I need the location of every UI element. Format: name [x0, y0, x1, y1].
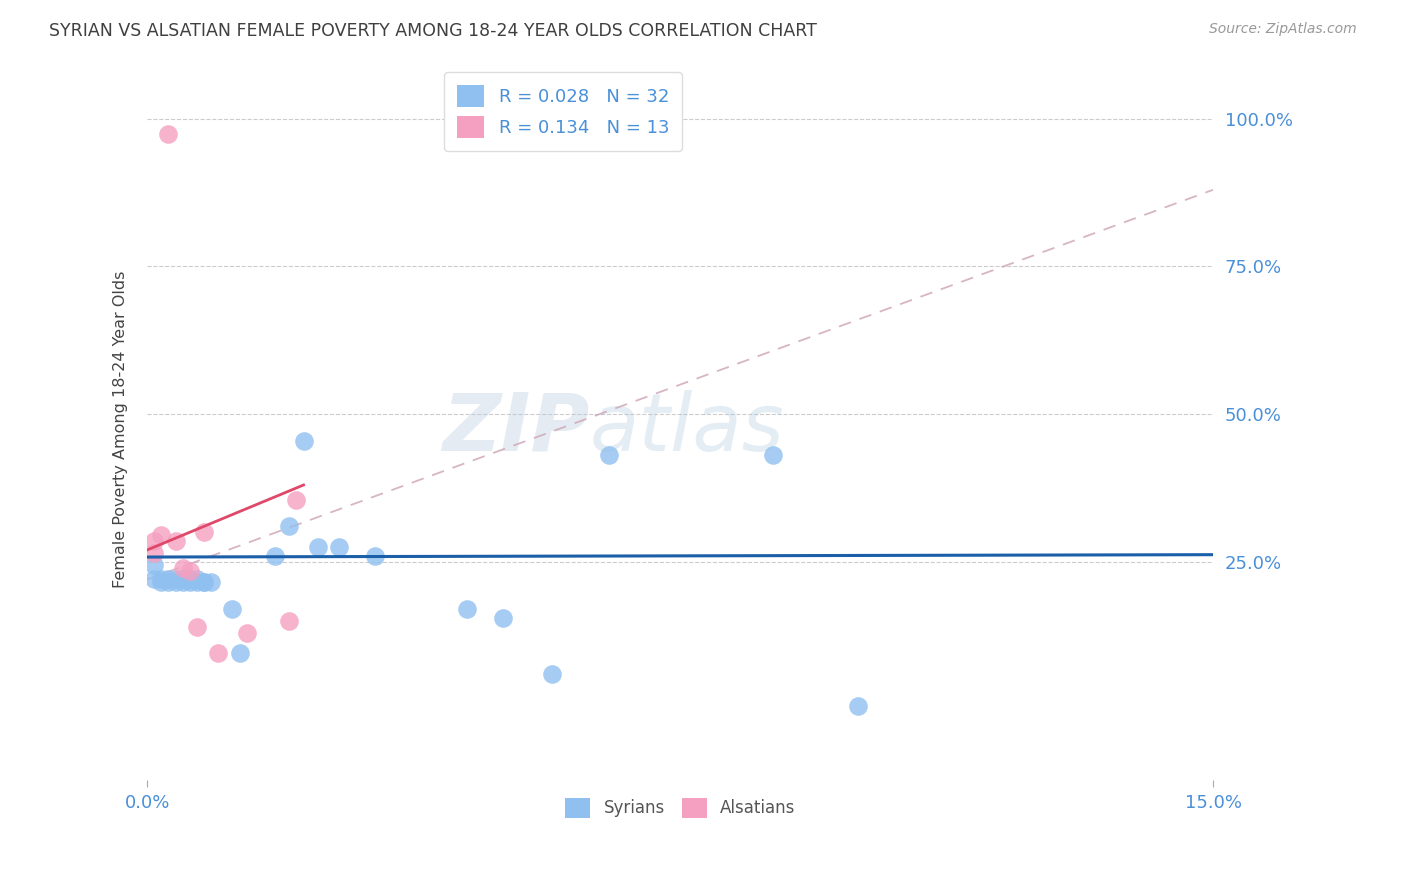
- Point: [307, 540, 329, 554]
- Point: [157, 575, 180, 590]
- Point: [157, 573, 180, 587]
- Point: [762, 449, 785, 463]
- Point: [150, 573, 173, 587]
- Point: [193, 525, 215, 540]
- Point: [186, 573, 208, 587]
- Point: [186, 620, 208, 634]
- Point: [200, 575, 222, 590]
- Point: [193, 575, 215, 590]
- Text: Source: ZipAtlas.com: Source: ZipAtlas.com: [1209, 22, 1357, 37]
- Point: [179, 573, 201, 587]
- Point: [165, 573, 187, 587]
- Text: SYRIAN VS ALSATIAN FEMALE POVERTY AMONG 18-24 YEAR OLDS CORRELATION CHART: SYRIAN VS ALSATIAN FEMALE POVERTY AMONG …: [49, 22, 817, 40]
- Point: [143, 573, 166, 587]
- Point: [165, 534, 187, 549]
- Point: [157, 127, 180, 141]
- Point: [165, 575, 187, 590]
- Legend: Syrians, Alsatians: Syrians, Alsatians: [558, 791, 801, 825]
- Point: [221, 602, 243, 616]
- Point: [143, 546, 166, 560]
- Point: [150, 528, 173, 542]
- Point: [264, 549, 287, 563]
- Point: [456, 602, 478, 616]
- Point: [491, 611, 513, 625]
- Y-axis label: Female Poverty Among 18-24 Year Olds: Female Poverty Among 18-24 Year Olds: [114, 270, 128, 588]
- Point: [143, 558, 166, 572]
- Point: [172, 573, 194, 587]
- Point: [846, 699, 869, 714]
- Point: [228, 646, 250, 660]
- Point: [150, 575, 173, 590]
- Point: [278, 519, 301, 533]
- Point: [292, 434, 315, 448]
- Point: [278, 614, 301, 628]
- Point: [541, 667, 564, 681]
- Point: [598, 449, 620, 463]
- Point: [193, 575, 215, 590]
- Point: [179, 575, 201, 590]
- Point: [179, 564, 201, 578]
- Point: [143, 534, 166, 549]
- Text: ZIP: ZIP: [443, 390, 589, 468]
- Point: [328, 540, 350, 554]
- Point: [235, 625, 257, 640]
- Point: [186, 575, 208, 590]
- Point: [172, 560, 194, 574]
- Text: atlas: atlas: [589, 390, 785, 468]
- Point: [285, 492, 308, 507]
- Point: [172, 575, 194, 590]
- Point: [207, 646, 229, 660]
- Point: [363, 549, 385, 563]
- Point: [172, 573, 194, 587]
